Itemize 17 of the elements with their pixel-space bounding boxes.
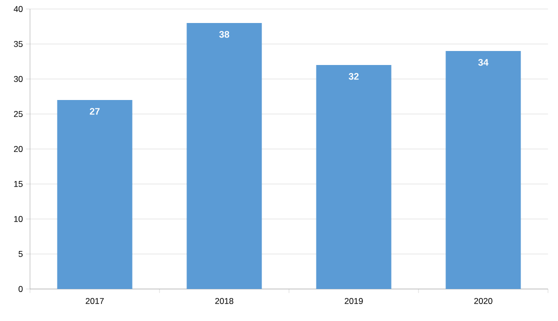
y-tick-label: 10 — [14, 216, 23, 222]
y-tick-label: 25 — [14, 111, 23, 117]
y-tick-label: 5 — [18, 251, 23, 257]
data-label: 32 — [348, 73, 359, 80]
x-tick-label: 2020 — [474, 298, 492, 304]
x-tick-label: 2019 — [344, 298, 363, 304]
y-tick-label: 15 — [14, 181, 23, 187]
y-tick-label: 30 — [14, 76, 23, 82]
data-label: 34 — [478, 59, 488, 66]
x-tick-label: 2018 — [215, 298, 234, 304]
y-tick-label: 40 — [14, 6, 23, 12]
y-tick-label: 0 — [18, 286, 23, 292]
data-label: 38 — [219, 31, 230, 38]
y-tick-label: 20 — [14, 146, 23, 152]
data-label: 27 — [90, 108, 100, 115]
x-tick-label: 2017 — [86, 298, 104, 304]
y-tick-label: 35 — [14, 41, 23, 47]
